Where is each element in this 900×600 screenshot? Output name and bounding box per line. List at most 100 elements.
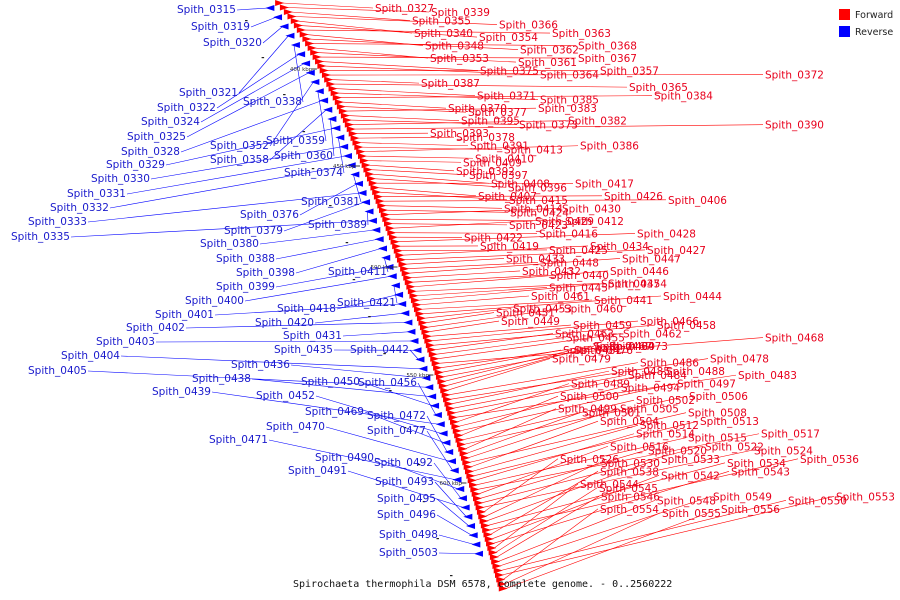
reverse-gene-label: Spith_0379 <box>224 225 283 237</box>
forward-gene-label: Spith_0370 <box>448 103 507 115</box>
forward-gene-label: Spith_0410 <box>475 153 534 165</box>
forward-gene-arrow <box>356 148 366 155</box>
reverse-gene-arrow <box>421 375 431 381</box>
feature-dash <box>383 353 386 355</box>
forward-gene-label: Spith_0455 <box>566 333 625 345</box>
forward-gene-arrow <box>382 216 392 223</box>
forward-gene-arrow <box>326 81 336 88</box>
forward-gene-arrow <box>361 162 371 169</box>
forward-leader-line <box>413 270 609 288</box>
forward-gene-label: Spith_0502 <box>636 395 695 407</box>
forward-leader-line <box>365 155 474 159</box>
reverse-leader-line <box>275 238 378 260</box>
scale-tick-label: 600 kbp <box>439 481 462 487</box>
forward-gene-arrow <box>487 544 497 551</box>
reverse-gene-label: Spith_0496 <box>377 509 436 521</box>
reverse-gene-label: Spith_0472 <box>367 410 426 422</box>
forward-gene-arrow <box>401 270 411 277</box>
forward-leader-line <box>441 349 562 373</box>
reverse-gene-label: Spith_0498 <box>379 529 438 541</box>
forward-gene-arrow <box>494 571 504 578</box>
reverse-gene-arrow <box>441 439 451 446</box>
forward-leader-line <box>341 101 447 109</box>
feature-dash <box>283 94 286 96</box>
reverse-leader-line <box>347 470 464 508</box>
reverse-leader-line <box>211 391 439 425</box>
forward-leader-line <box>312 43 577 46</box>
feature-dash <box>302 131 306 133</box>
forward-gene-label: Spith_0375 <box>480 66 539 78</box>
reverse-gene-arrow <box>446 458 456 465</box>
forward-gene-arrow <box>452 427 462 434</box>
reverse-gene-arrow <box>397 301 407 307</box>
reverse-gene-label: Spith_0380 <box>200 238 259 250</box>
reverse-gene-arrow <box>427 393 437 400</box>
forward-leader-line <box>423 308 512 319</box>
forward-gene-label: Spith_0484 <box>628 370 687 382</box>
forward-leader-line <box>459 383 676 432</box>
forward-gene-arrow <box>380 211 390 218</box>
forward-gene-label: Spith_0396 <box>508 182 567 194</box>
reverse-leader-line <box>155 340 413 343</box>
reverse-leader-line <box>87 192 361 223</box>
reverse-gene-arrow <box>468 532 478 539</box>
forward-gene-arrow <box>387 229 397 236</box>
reverse-gene-label: Spith_0389 <box>308 219 367 231</box>
forward-gene-label: Spith_0466 <box>640 316 699 328</box>
forward-gene-label: Spith_0422 <box>464 232 523 244</box>
forward-gene-arrow <box>287 13 297 20</box>
forward-leader-line <box>487 462 726 526</box>
forward-leader-line <box>432 324 656 346</box>
forward-gene-arrow <box>310 49 320 56</box>
forward-gene-label: Spith_0327 <box>375 3 434 15</box>
forward-gene-label: Spith_0386 <box>580 141 639 153</box>
forward-leader-line <box>456 383 570 423</box>
forward-gene-label: Spith_0361 <box>518 57 577 69</box>
reverse-gene-arrow <box>432 412 442 418</box>
forward-leader-line <box>408 258 621 274</box>
forward-gene-label: Spith_0373 <box>519 120 578 132</box>
forward-gene-arrow <box>422 333 432 340</box>
reverse-leader-line <box>374 457 459 490</box>
forward-gene-label: Spith_0504 <box>600 416 659 428</box>
reverse-gene-label: Spith_0420 <box>255 317 314 329</box>
forward-gene-arrow <box>440 387 450 394</box>
reverse-leader-line <box>120 355 422 370</box>
forward-gene-arrow <box>275 0 285 6</box>
forward-gene-label: Spith_0467 <box>593 341 652 353</box>
reverse-leader-line <box>426 415 448 453</box>
forward-leader-line <box>349 119 518 125</box>
forward-gene-label: Spith_0555 <box>662 508 721 520</box>
reverse-gene-label: Spith_0401 <box>155 309 214 321</box>
forward-gene-arrow <box>437 378 447 385</box>
reverse-gene-arrow <box>403 319 413 326</box>
reverse-leader-line <box>360 381 434 407</box>
forward-leader-line <box>370 169 468 176</box>
forward-gene-arrow <box>305 40 315 47</box>
reverse-leader-line <box>436 514 472 536</box>
forward-leader-line <box>426 308 563 328</box>
forward-leader-line <box>485 462 600 517</box>
forward-gene-arrow <box>336 103 346 110</box>
forward-gene-label: Spith_0384 <box>654 91 713 103</box>
forward-gene-arrow <box>400 265 410 272</box>
forward-gene-arrow <box>460 454 470 461</box>
reverse-leader-line <box>393 285 398 304</box>
forward-gene-label: Spith_0454 <box>608 278 667 290</box>
reverse-gene-label: Spith_0315 <box>177 4 236 16</box>
feature-dash <box>345 242 349 244</box>
forward-gene-arrow <box>344 121 354 128</box>
reverse-gene-arrow <box>353 180 363 187</box>
forward-leader-line <box>494 483 579 549</box>
reverse-gene-arrow <box>290 42 300 48</box>
feature-dash <box>245 20 248 22</box>
forward-leader-line <box>483 458 559 513</box>
forward-gene-arrow <box>496 576 506 583</box>
reverse-strand-track <box>265 5 483 557</box>
reverse-gene-arrow <box>335 134 345 141</box>
forward-gene-label: Spith_0354 <box>479 32 538 44</box>
forward-leader-line <box>422 295 662 315</box>
forward-gene-arrow <box>377 202 387 209</box>
forward-leader-line <box>372 173 490 184</box>
forward-gene-label: Spith_0500 <box>560 391 619 403</box>
